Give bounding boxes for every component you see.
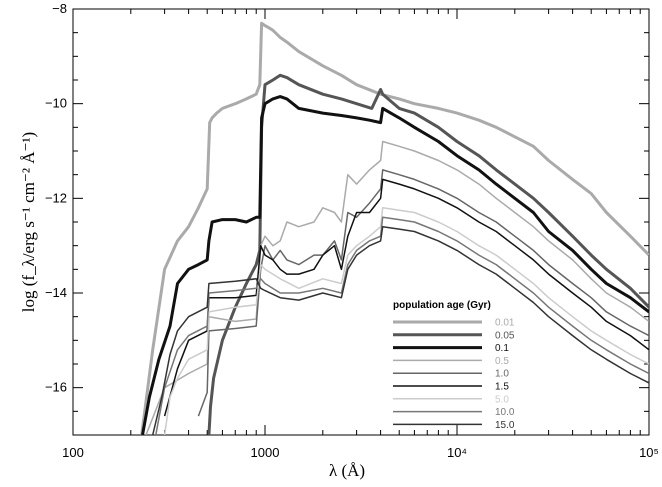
y-tick-label-2: −12 [45, 190, 67, 205]
series-layer [140, 21, 649, 435]
x-tick-label-2: 10⁴ [447, 445, 467, 460]
series-line-0.5 [145, 140, 649, 435]
legend-label-0.1: 0.1 [495, 343, 509, 354]
legend-label-15.0: 15.0 [495, 420, 515, 431]
legend-title: population age (Gyr) [393, 300, 491, 311]
series-line-0.01 [140, 21, 649, 435]
y-tick-label-4: −8 [52, 1, 67, 16]
y-axis-label: log (f_λ/erg s⁻¹ cm⁻² Å⁻¹) [19, 132, 38, 312]
plot-frame [72, 8, 650, 436]
series-line-0.1 [141, 95, 649, 435]
legend-label-0.5: 0.5 [495, 356, 509, 367]
y-tick-label-3: −10 [45, 96, 67, 111]
tick-labels: 100 1000 10⁴ 10⁵ −16 −14 −12 −10 −8 [45, 1, 659, 460]
x-tick-label-0: 100 [62, 445, 84, 460]
legend-label-0.05: 0.05 [495, 330, 515, 341]
legend-label-1.0: 1.0 [495, 369, 509, 380]
series-line-1.0 [197, 169, 649, 417]
legend-label-0.01: 0.01 [495, 318, 515, 329]
axis-ticks [72, 8, 650, 436]
series-line-15.0 [151, 225, 649, 435]
series-line-1.5 [163, 178, 649, 417]
y-tick-label-0: −16 [45, 380, 67, 395]
legend: population age (Gyr) 0.010.05 0.1 0.5 1.0 1.… [393, 300, 515, 431]
x-tick-label-1: 1000 [251, 445, 280, 460]
legend-label-1.5: 1.5 [495, 382, 509, 393]
x-axis-label: λ (Å) [329, 461, 365, 480]
x-tick-label-3: 10⁵ [639, 445, 659, 460]
series-line-5.0 [163, 207, 649, 435]
y-tick-label-1: −14 [45, 285, 67, 300]
legend-label-10.0: 10.0 [495, 407, 515, 418]
series-line-0.05 [207, 73, 649, 435]
legend-label-5.0: 5.0 [495, 394, 509, 405]
series-line-10.0 [155, 216, 649, 435]
